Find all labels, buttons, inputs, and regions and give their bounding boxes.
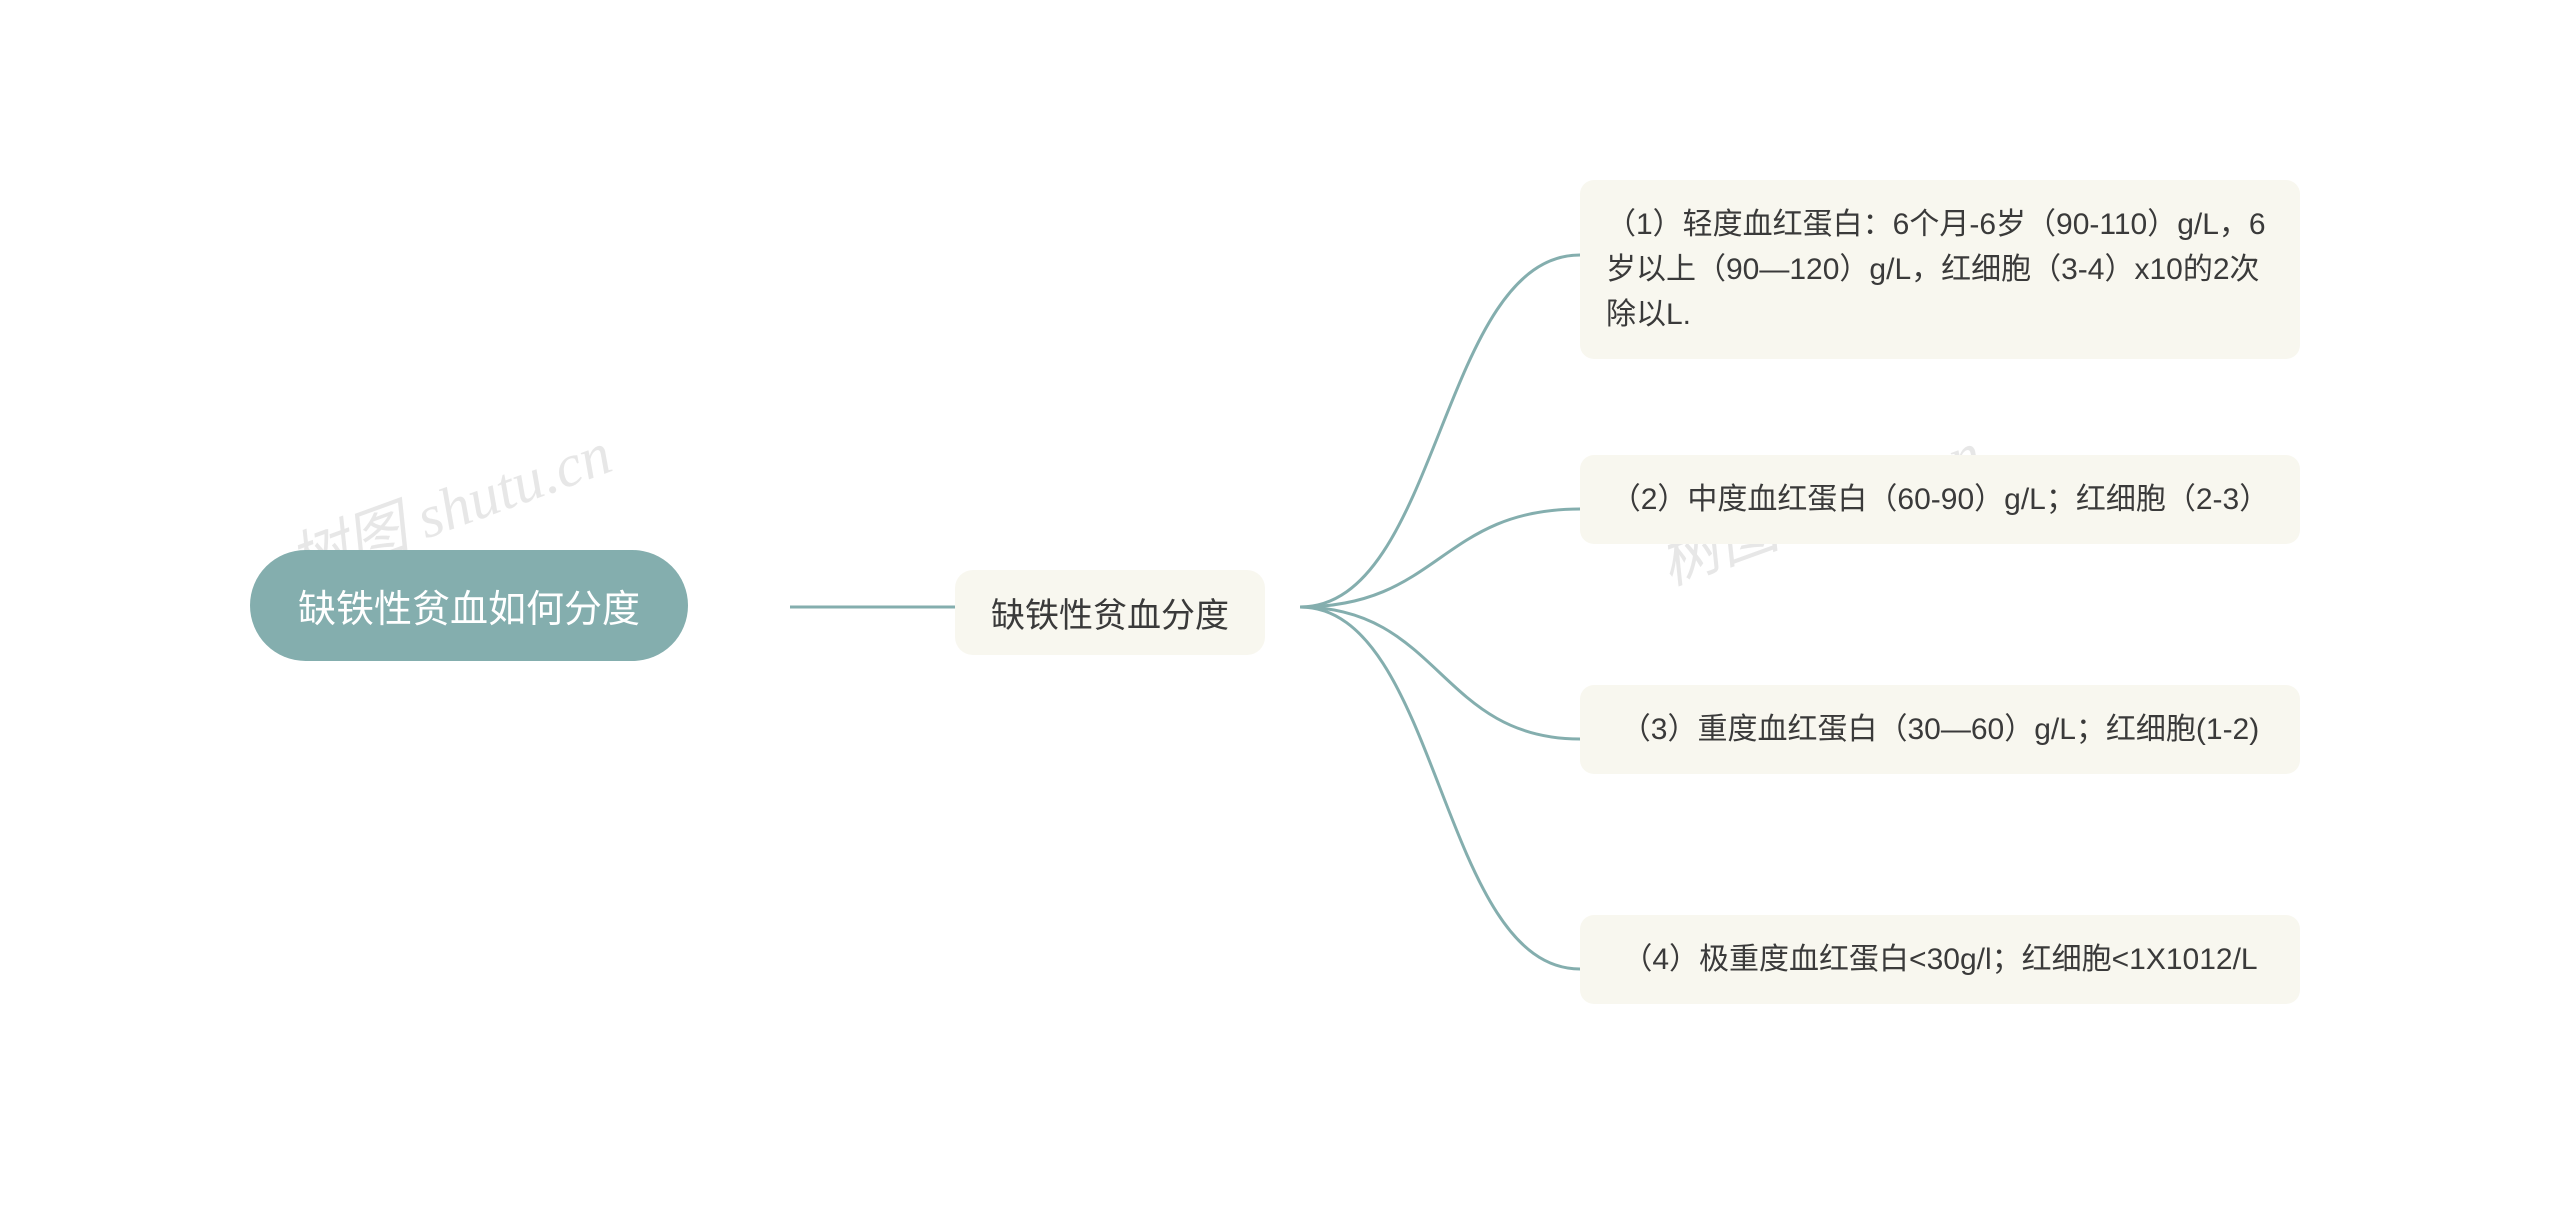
connector-branch-leaf-1 bbox=[1300, 255, 1580, 607]
connector-branch-leaf-2 bbox=[1300, 509, 1580, 607]
connector-branch-leaf-4 bbox=[1300, 607, 1580, 969]
leaf-node-2-label: （2）中度血红蛋白（60-90）g/L；红细胞（2-3） bbox=[1611, 477, 2269, 522]
leaf-node-3-label: （3）重度血红蛋白（30—60）g/L；红细胞(1-2) bbox=[1621, 707, 2259, 752]
mindmap-canvas: 树图 shutu.cn 树图 shutu.cn 缺铁性贫血如何分度 缺铁性贫血分… bbox=[0, 0, 2560, 1209]
leaf-node-1-label: （1）轻度血红蛋白：6个月-6岁（90-110）g/L，6岁以上（90—120）… bbox=[1606, 202, 2274, 337]
root-node-label: 缺铁性贫血如何分度 bbox=[298, 578, 640, 633]
branch-node[interactable]: 缺铁性贫血分度 bbox=[955, 570, 1265, 655]
leaf-node-3[interactable]: （3）重度血红蛋白（30—60）g/L；红细胞(1-2) bbox=[1580, 685, 2300, 774]
leaf-node-4[interactable]: （4）极重度血红蛋白<30g/l；红细胞<1X1012/L bbox=[1580, 915, 2300, 1004]
leaf-node-1[interactable]: （1）轻度血红蛋白：6个月-6岁（90-110）g/L，6岁以上（90—120）… bbox=[1580, 180, 2300, 359]
root-node[interactable]: 缺铁性贫血如何分度 bbox=[250, 550, 688, 661]
leaf-node-2[interactable]: （2）中度血红蛋白（60-90）g/L；红细胞（2-3） bbox=[1580, 455, 2300, 544]
branch-node-label: 缺铁性贫血分度 bbox=[991, 588, 1229, 637]
connector-branch-leaf-3 bbox=[1300, 607, 1580, 739]
leaf-node-4-label: （4）极重度血红蛋白<30g/l；红细胞<1X1012/L bbox=[1622, 937, 2257, 982]
